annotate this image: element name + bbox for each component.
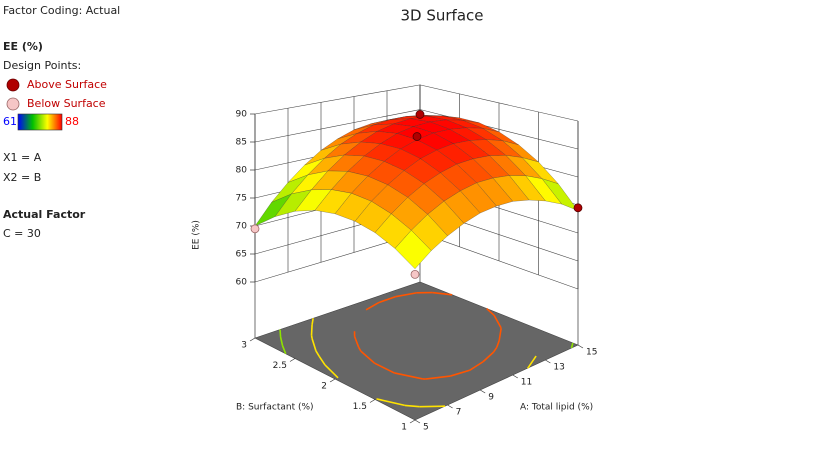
response-label: EE (%) — [3, 40, 43, 53]
legend-title: Design Points: — [3, 59, 81, 72]
contour — [394, 372, 423, 380]
colorbar-min: 61 — [3, 115, 17, 128]
y-tick-label: 2 — [321, 382, 327, 392]
contour — [281, 345, 287, 355]
tick-mark — [512, 374, 518, 379]
surface-patch — [394, 230, 432, 270]
y-axis-label: B: Surfactant (%) — [236, 403, 314, 413]
contour — [353, 336, 360, 348]
contour — [450, 369, 470, 377]
z-tick-label: 70 — [236, 222, 248, 232]
contour — [315, 350, 320, 357]
tick-mark — [409, 419, 416, 424]
contour — [279, 336, 284, 346]
tick-mark — [480, 389, 486, 394]
contour — [311, 318, 314, 325]
floor — [254, 281, 579, 421]
z-tick-label: 65 — [236, 250, 247, 260]
contour — [498, 328, 502, 341]
contour — [570, 342, 574, 349]
contour — [395, 292, 417, 298]
contour — [492, 346, 498, 353]
chart-title: 3D Surface — [400, 7, 483, 25]
tick-mark — [289, 358, 296, 362]
contour — [374, 362, 395, 374]
y-tick-label: 2.5 — [273, 361, 287, 371]
x-axis-label: A: Total lipid (%) — [520, 403, 593, 413]
legend-marker — [6, 97, 20, 111]
contour — [378, 295, 396, 304]
colorbar-max: 88 — [65, 115, 79, 128]
contour — [279, 329, 282, 338]
contour — [527, 366, 530, 369]
z-tick-label: 90 — [236, 110, 248, 120]
x-tick-label: 13 — [553, 363, 564, 373]
legend-entry: Above Surface — [27, 78, 107, 91]
z-tick-label: 80 — [236, 166, 248, 176]
design-point — [573, 203, 583, 213]
design-point — [415, 110, 425, 119]
tick-mark — [369, 399, 376, 403]
tick-mark — [414, 419, 421, 424]
tick-mark — [447, 404, 453, 409]
x-tick-label: 7 — [456, 408, 462, 418]
contour — [493, 315, 502, 328]
contour — [469, 361, 484, 371]
legend-marker — [6, 78, 20, 92]
contour — [482, 351, 495, 363]
contour — [310, 335, 313, 339]
x-tick-label: 5 — [423, 423, 429, 433]
contour — [311, 338, 317, 352]
tick-mark — [329, 378, 336, 383]
contour — [404, 404, 420, 408]
contour — [360, 350, 376, 364]
factor: X2 = B — [3, 171, 41, 184]
y-tick-label: 1.5 — [353, 402, 367, 412]
contour — [486, 307, 495, 317]
contour — [357, 346, 362, 352]
factor-coding: Factor Coding: Actual — [3, 4, 120, 17]
colorbar — [17, 113, 63, 131]
contour — [432, 291, 453, 296]
factor: X1 = A — [3, 151, 42, 164]
tick-mark — [545, 359, 551, 364]
tick-mark — [249, 337, 256, 342]
tick-mark — [577, 344, 584, 349]
x-tick-label: 15 — [586, 348, 597, 358]
x-tick-label: 11 — [521, 378, 532, 388]
contour — [419, 405, 446, 408]
contour — [324, 364, 339, 379]
actual-factor-title: Actual Factor — [3, 208, 86, 221]
contour — [376, 398, 405, 407]
design-point — [412, 132, 422, 141]
z-axis-label: EE (%) — [192, 220, 202, 250]
contour — [310, 324, 313, 336]
design-point — [250, 224, 260, 234]
y-tick-label: 1 — [401, 423, 407, 433]
z-tick-label: 85 — [236, 138, 247, 148]
actual-factor: C = 30 — [3, 227, 41, 240]
z-tick-label: 60 — [236, 278, 248, 288]
x-tick-label: 9 — [488, 393, 494, 403]
contour — [527, 355, 537, 368]
contour — [425, 375, 451, 380]
contour — [318, 355, 326, 366]
legend-entry: Below Surface — [27, 97, 106, 110]
contour — [496, 340, 500, 348]
contour — [365, 301, 380, 311]
y-tick-label: 3 — [241, 341, 247, 351]
z-tick-label: 75 — [236, 194, 247, 204]
design-point — [410, 269, 420, 279]
